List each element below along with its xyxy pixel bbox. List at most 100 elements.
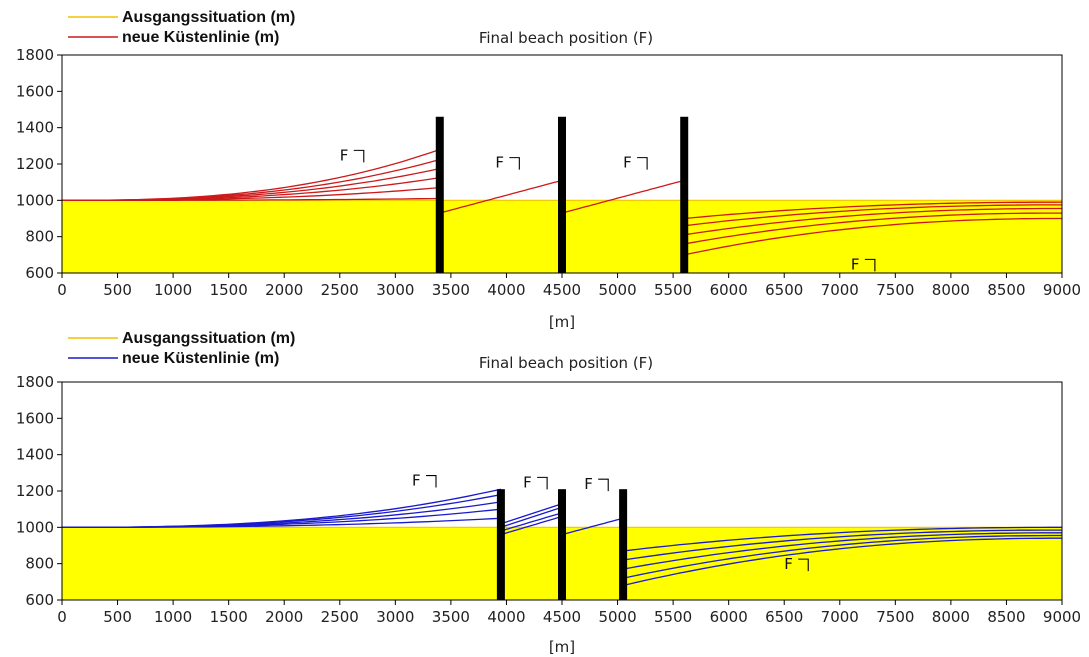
shoreline-series-line: [500, 506, 563, 528]
x-tick-label: 9000: [1043, 281, 1081, 299]
annotation-label: F: [340, 146, 349, 164]
y-tick-label: 1000: [16, 191, 54, 209]
annotation-marker: [537, 476, 548, 490]
annotation-marker: [864, 258, 876, 272]
annotation-marker: [637, 157, 648, 170]
groyne-bar: [558, 116, 566, 274]
legend-label: neue Küstenlinie (m): [122, 29, 279, 46]
x-tick-label: 6500: [765, 608, 803, 626]
annotation-label: F: [623, 154, 632, 172]
y-tick-label: 800: [25, 228, 54, 246]
y-tick-label: 1600: [16, 409, 54, 427]
y-tick-label: 1400: [16, 119, 54, 137]
legend-label: Ausgangssituation (m): [122, 9, 295, 26]
groyne-bar: [558, 489, 566, 600]
groyne-bar: [680, 116, 689, 274]
x-tick-label: 0: [57, 281, 67, 299]
groyne-bar: [435, 116, 444, 274]
groyne-bar: [619, 489, 628, 600]
x-tick-label: 1500: [210, 281, 248, 299]
annotation-marker: [509, 157, 520, 170]
x-tick-label: 0: [57, 608, 67, 626]
y-tick-label: 1800: [16, 46, 54, 64]
shoreline-series-line: [623, 529, 1062, 561]
x-tick-label: 2000: [265, 608, 303, 626]
y-tick-label: 1000: [16, 518, 54, 536]
chart-title: Final beach position (F): [479, 354, 653, 372]
annotation-label: F: [495, 154, 504, 172]
shoreline-series-line: [439, 179, 563, 214]
x-tick-label: 7000: [821, 608, 859, 626]
x-tick-label: 7500: [876, 281, 914, 299]
x-tick-label: 5500: [654, 608, 692, 626]
shoreline-series-line: [684, 212, 1062, 245]
legend: Ausgangssituation (m) neue Küstenlinie (m…: [68, 9, 295, 46]
x-tick-label: 6000: [710, 608, 748, 626]
x-tick-label: 3500: [432, 281, 470, 299]
x-tick-label: 2500: [321, 608, 359, 626]
shoreline-series-line: [62, 488, 502, 528]
shoreline-series-line: [623, 526, 1062, 552]
shoreline-series-line: [684, 217, 1062, 256]
groyne-bar: [496, 489, 505, 600]
x-tick-label: 5500: [654, 281, 692, 299]
shoreline-series-line: [62, 148, 441, 201]
annotation-marker: [798, 558, 809, 572]
x-tick-label: 2500: [321, 281, 359, 299]
x-tick-label: 3000: [376, 281, 414, 299]
shoreline-series-line: [561, 179, 685, 214]
x-tick-label: 4500: [543, 608, 581, 626]
x-tick-label: 5000: [598, 281, 636, 299]
legend-label: neue Küstenlinie (m): [122, 350, 279, 367]
y-tick-label: 1400: [16, 446, 54, 464]
y-tick-label: 1200: [16, 155, 54, 173]
x-tick-label: 7500: [876, 608, 914, 626]
y-tick-label: 800: [25, 555, 54, 573]
x-tick-label: 1500: [210, 608, 248, 626]
y-tick-label: 600: [25, 264, 54, 282]
x-tick-label: 3500: [432, 608, 470, 626]
shoreline-series-line: [561, 517, 624, 536]
x-tick-label: 9000: [1043, 608, 1081, 626]
x-axis-label: [m]: [549, 638, 575, 656]
shoreline-series-line: [622, 534, 1062, 579]
x-tick-label: 8000: [932, 281, 970, 299]
annotation-label: F: [523, 473, 532, 491]
annotation-label: F: [784, 555, 793, 573]
shoreline-series-line: [684, 204, 1062, 227]
y-tick-label: 1800: [16, 373, 54, 391]
chart-panel-2: 0 500 1000 1500 2000 2500 3000 3500 4000 4500 5000…: [16, 330, 1081, 656]
x-tick-label: 4000: [487, 281, 525, 299]
y-tick-label: 600: [25, 591, 54, 609]
x-tick-label: 6000: [710, 281, 748, 299]
x-tick-label: 8500: [987, 281, 1025, 299]
shoreline-series-line: [622, 537, 1062, 587]
annotation-marker: [353, 149, 365, 163]
shoreline-series-line: [500, 515, 563, 536]
x-tick-label: 500: [103, 608, 132, 626]
legend-label: Ausgangssituation (m): [122, 330, 295, 347]
x-tick-label: 8000: [932, 608, 970, 626]
x-tick-label: 8500: [987, 608, 1025, 626]
annotation-marker: [598, 478, 609, 492]
shoreline-series-line: [684, 207, 1062, 236]
x-tick-label: 2000: [265, 281, 303, 299]
x-tick-label: 4500: [543, 281, 581, 299]
legend: Ausgangssituation (m) neue Küstenlinie (m…: [68, 330, 295, 367]
x-tick-label: 1000: [154, 281, 192, 299]
x-tick-label: 6500: [765, 281, 803, 299]
x-tick-label: 5000: [598, 608, 636, 626]
chart-panel-1: 0 500 1000 1500 2000 2500 3000 3500 4000 4500 5000…: [16, 9, 1081, 331]
y-tick-label: 1200: [16, 482, 54, 500]
x-tick-label: 4000: [487, 608, 525, 626]
chart-title: Final beach position (F): [479, 29, 653, 47]
annotation-label: F: [412, 472, 421, 490]
shoreline-series-line: [500, 512, 563, 532]
shoreline-series-line: [684, 201, 1063, 220]
x-axis-label: [m]: [549, 313, 575, 331]
x-tick-label: 7000: [821, 281, 859, 299]
shoreline-series-line: [500, 503, 563, 525]
annotation-label: F: [584, 475, 593, 493]
y-tick-label: 1600: [16, 82, 54, 100]
